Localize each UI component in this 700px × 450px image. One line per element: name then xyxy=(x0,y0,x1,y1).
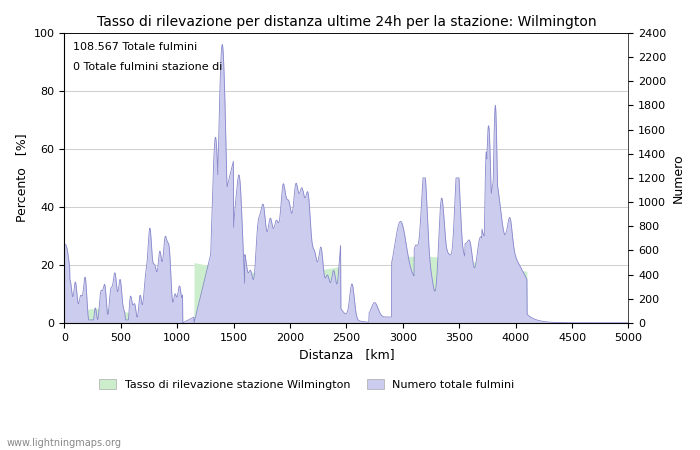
Text: www.lightningmaps.org: www.lightningmaps.org xyxy=(7,438,122,448)
Legend: Tasso di rilevazione stazione Wilmington, Numero totale fulmini: Tasso di rilevazione stazione Wilmington… xyxy=(94,375,519,395)
Title: Tasso di rilevazione per distanza ultime 24h per la stazione: Wilmington: Tasso di rilevazione per distanza ultime… xyxy=(97,15,596,29)
Y-axis label: Percento   [%]: Percento [%] xyxy=(15,134,28,222)
Y-axis label: Numero: Numero xyxy=(672,153,685,202)
Text: 108.567 Totale fulmini: 108.567 Totale fulmini xyxy=(73,42,197,52)
X-axis label: Distanza   [km]: Distanza [km] xyxy=(299,348,394,361)
Text: 0 Totale fulmini stazione di: 0 Totale fulmini stazione di xyxy=(73,62,222,72)
